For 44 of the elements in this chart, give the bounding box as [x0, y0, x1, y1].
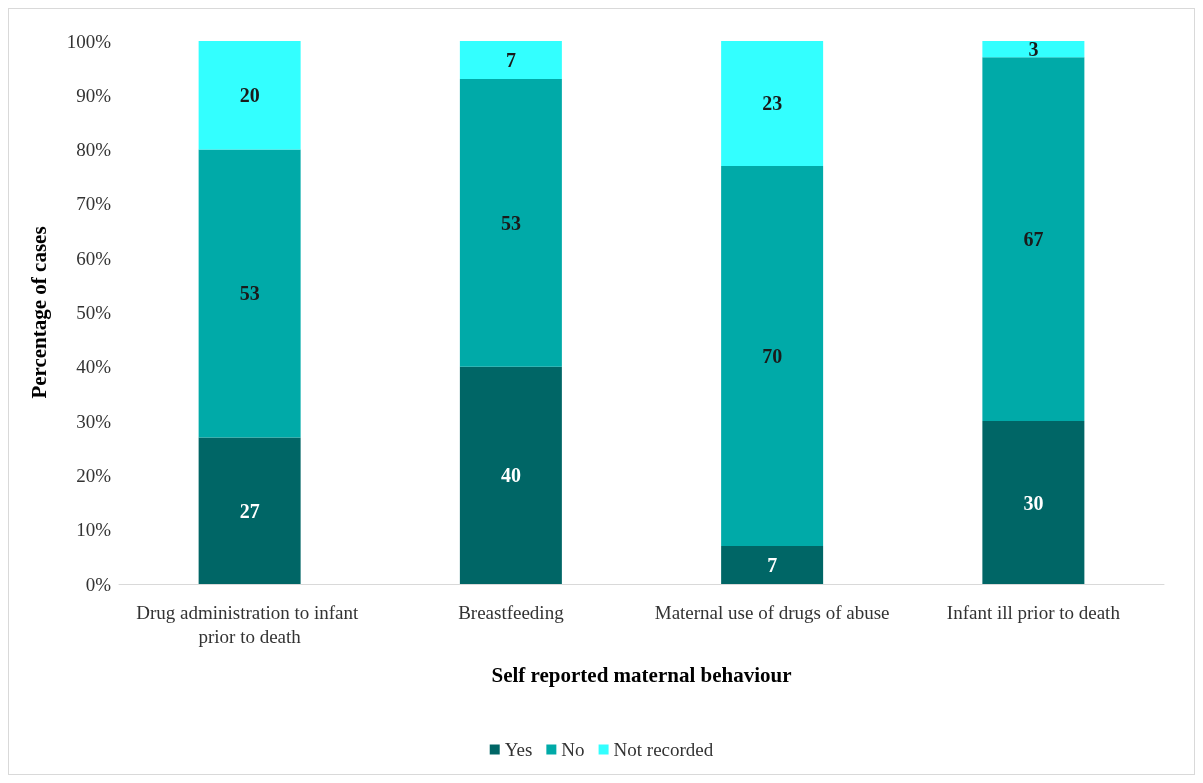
y-tick-label: 20% [76, 464, 112, 486]
y-tick-label: 60% [76, 247, 112, 269]
data-label: 3 [1028, 38, 1039, 61]
y-tick-label: 70% [76, 193, 112, 215]
data-label: 27 [239, 499, 260, 522]
data-label: 67 [1023, 228, 1044, 251]
data-label: 7 [505, 49, 516, 72]
x-tick-label: Breastfeeding [458, 601, 565, 623]
bar [459, 366, 562, 584]
x-axis-title: Self reported maternal behaviour [491, 662, 792, 687]
y-tick-label: 90% [76, 84, 112, 106]
data-label: 7 [767, 553, 778, 576]
y-tick-label: 30% [76, 410, 112, 432]
bar [459, 41, 562, 80]
bar [721, 545, 824, 584]
y-axis-title: Percentage of cases [26, 226, 51, 399]
y-tick-label: 50% [76, 302, 112, 323]
legend-label: Yes [504, 739, 533, 760]
legend-label: No [561, 739, 585, 760]
x-tick-label: Drug administration to infant prior to death [136, 601, 364, 647]
data-label: 53 [239, 282, 260, 305]
x-tick-label: Maternal use of drugs of abuse [654, 601, 890, 623]
data-label: 53 [500, 211, 521, 234]
y-tick-label: 10% [76, 519, 112, 541]
data-label: 23 [762, 92, 783, 115]
data-label: 20 [239, 84, 260, 107]
bar [459, 79, 562, 367]
y-tick-label: 40% [76, 356, 112, 378]
y-tick-label: 0% [85, 573, 112, 595]
bar [982, 57, 1085, 422]
bar [721, 165, 824, 546]
bar [721, 41, 824, 166]
bar [198, 149, 301, 438]
data-label: 70 [762, 344, 783, 367]
bar [198, 41, 301, 150]
y-tick-label: 80% [76, 139, 112, 161]
legend-label: Not recorded [613, 739, 714, 760]
data-label: 40 [500, 464, 521, 487]
x-tick-label: Infant ill prior to death [946, 601, 1121, 623]
y-tick-label: 100% [66, 30, 112, 52]
bar [982, 41, 1085, 58]
data-label: 30 [1023, 491, 1044, 514]
bar [198, 437, 301, 584]
bar [982, 421, 1085, 584]
